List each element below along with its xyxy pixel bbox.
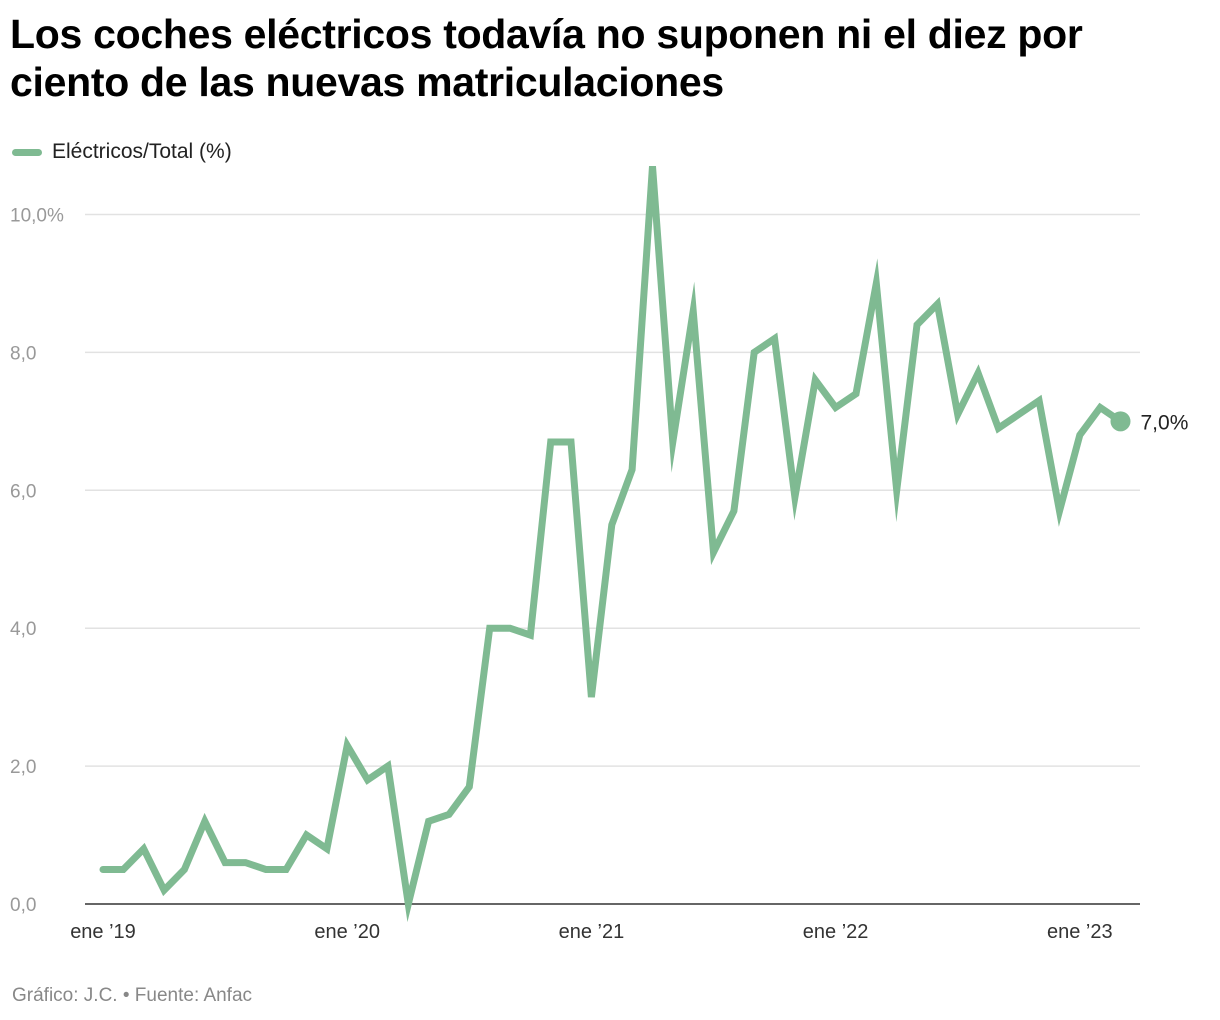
legend-swatch bbox=[12, 148, 42, 156]
y-tick-label: 4,0 bbox=[10, 619, 36, 640]
y-tick-label: 10,0% bbox=[10, 205, 64, 226]
end-value-label: 7,0% bbox=[1141, 411, 1189, 434]
x-axis-ticks: ene ’19 ene ’20 ene ’21 ene ’22 ene ’23 bbox=[70, 921, 1112, 943]
y-tick-label: 8,0 bbox=[10, 343, 36, 364]
x-tick-label: ene ’19 bbox=[70, 921, 136, 943]
x-tick-label: ene ’21 bbox=[559, 921, 625, 943]
y-axis-ticks: 0,0 2,0 4,0 6,0 8,0 10,0% bbox=[10, 205, 64, 916]
x-tick-label: ene ’20 bbox=[314, 921, 380, 943]
y-tick-label: 2,0 bbox=[10, 757, 36, 778]
source-footer: Gráfico: J.C. • Fuente: Anfac bbox=[12, 985, 253, 1006]
legend-label: Eléctricos/Total (%) bbox=[52, 140, 232, 163]
x-tick-label: ene ’22 bbox=[803, 921, 869, 943]
y-tick-label: 6,0 bbox=[10, 481, 36, 502]
gridlines bbox=[85, 213, 1140, 767]
y-tick-label: 0,0 bbox=[10, 895, 36, 916]
x-tick-label: ene ’23 bbox=[1047, 921, 1113, 943]
series-line-electricos bbox=[99, 165, 1124, 923]
series-layer: 7,0% bbox=[99, 165, 1189, 923]
legend: Eléctricos/Total (%) bbox=[12, 140, 232, 164]
end-point-marker bbox=[1110, 411, 1131, 432]
chart-title: Los coches eléctricos todavía no suponen… bbox=[10, 11, 1083, 105]
